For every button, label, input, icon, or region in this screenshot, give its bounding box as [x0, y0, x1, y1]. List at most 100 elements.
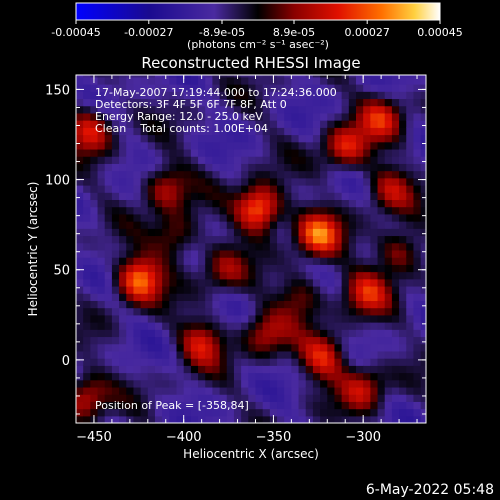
heatmap-cell	[356, 415, 364, 423]
heatmap-cell	[198, 91, 206, 100]
heatmap-cell	[233, 105, 242, 114]
heatmap-cell	[104, 329, 113, 338]
heatmap-cell	[154, 257, 163, 265]
heatmap-cell	[104, 84, 113, 92]
heatmap-cell	[341, 91, 350, 100]
heatmap-cell	[154, 322, 163, 330]
heatmap-cell	[420, 365, 426, 374]
heatmap-cell	[76, 379, 84, 388]
heatmap-cell	[111, 358, 120, 366]
heatmap-cell	[97, 314, 106, 323]
heatmap-cell	[356, 394, 364, 402]
heatmap-cell	[212, 170, 221, 179]
heatmap-cell	[291, 285, 300, 294]
heatmap-cell	[90, 84, 99, 92]
heatmap-cell	[241, 105, 249, 114]
heatmap-cell	[212, 350, 221, 359]
heatmap-cell	[420, 120, 426, 128]
heatmap-cell	[262, 134, 271, 143]
heatmap-cell	[212, 401, 221, 410]
heatmap-cell	[83, 148, 91, 157]
heatmap-cell	[183, 84, 192, 92]
heatmap-cell	[284, 343, 292, 352]
heatmap-cell	[312, 386, 321, 395]
heatmap-cell	[90, 235, 99, 244]
heatmap-cell	[384, 184, 393, 193]
heatmap-cell	[83, 358, 91, 366]
heatmap-cell	[226, 84, 235, 92]
heatmap-cell	[90, 307, 99, 316]
heatmap-cell	[104, 285, 113, 294]
heatmap-cell	[104, 91, 113, 100]
heatmap-cell	[83, 264, 91, 273]
heatmap-cell	[348, 415, 357, 423]
heatmap-cell	[399, 127, 407, 136]
heatmap-cell	[269, 235, 278, 244]
heatmap-cell	[169, 379, 178, 388]
heatmap-cell	[255, 134, 264, 143]
heatmap-cell	[312, 84, 321, 92]
heatmap-cell	[169, 408, 178, 417]
heatmap-cell	[298, 98, 307, 107]
heatmap-cell	[269, 329, 278, 338]
heatmap-cell	[76, 386, 84, 395]
heatmap-cell	[370, 84, 379, 92]
heatmap-cell	[133, 112, 142, 121]
heatmap-cell	[147, 120, 156, 128]
heatmap-cell	[76, 228, 84, 237]
heatmap-cell	[241, 163, 249, 172]
heatmap-cell	[277, 257, 285, 265]
heatmap-cell	[370, 134, 379, 143]
heatmap-cell	[277, 75, 285, 78]
heatmap-cell	[212, 307, 221, 316]
heatmap-cell	[176, 221, 185, 229]
heatmap-cell	[162, 336, 170, 345]
heatmap-cell	[162, 105, 170, 114]
heatmap-cell	[262, 372, 271, 381]
heatmap-cell	[420, 91, 426, 100]
heatmap-cell	[284, 293, 292, 301]
heatmap-cell	[119, 372, 127, 381]
heatmap-cell	[133, 105, 142, 114]
heatmap-cell	[248, 278, 257, 287]
heatmap-cell	[327, 76, 336, 85]
heatmap-cell	[262, 293, 271, 301]
heatmap-cell	[377, 300, 386, 309]
heatmap-cell	[363, 163, 371, 172]
heatmap-cell	[406, 278, 415, 287]
heatmap-cell	[241, 307, 249, 316]
heatmap-cell	[154, 235, 163, 244]
heatmap-cell	[334, 148, 343, 157]
heatmap-cell	[219, 184, 228, 193]
heatmap-cell	[233, 386, 242, 395]
heatmap-cell	[356, 401, 364, 410]
heatmap-cell	[399, 235, 407, 244]
heatmap-cell	[233, 372, 242, 381]
heatmap-cell	[226, 336, 235, 345]
heatmap-cell	[298, 314, 307, 323]
heatmap-cell	[413, 120, 422, 128]
heatmap-cell	[248, 120, 257, 128]
heatmap-cell	[154, 98, 163, 107]
heatmap-cell	[334, 76, 343, 85]
y-tick-label: 0	[62, 354, 70, 369]
heatmap-cell	[305, 192, 314, 201]
heatmap-cell	[119, 293, 127, 301]
heatmap-cell	[205, 307, 214, 316]
heatmap-cell	[391, 249, 400, 258]
heatmap-cell	[97, 278, 106, 287]
heatmap-cell	[255, 350, 264, 359]
heatmap-cell	[291, 307, 300, 316]
heatmap-cell	[291, 401, 300, 410]
heatmap-cell	[284, 249, 292, 258]
heatmap-cell	[119, 134, 127, 143]
heatmap-cell	[233, 401, 242, 410]
heatmap-cell	[205, 192, 214, 201]
heatmap-cell	[219, 76, 228, 85]
heatmap-cell	[377, 379, 386, 388]
heatmap-cell	[348, 127, 357, 136]
heatmap-cell	[126, 343, 135, 352]
plot-frame	[75, 74, 427, 424]
heatmap-cell	[154, 300, 163, 309]
heatmap-cell	[241, 293, 249, 301]
